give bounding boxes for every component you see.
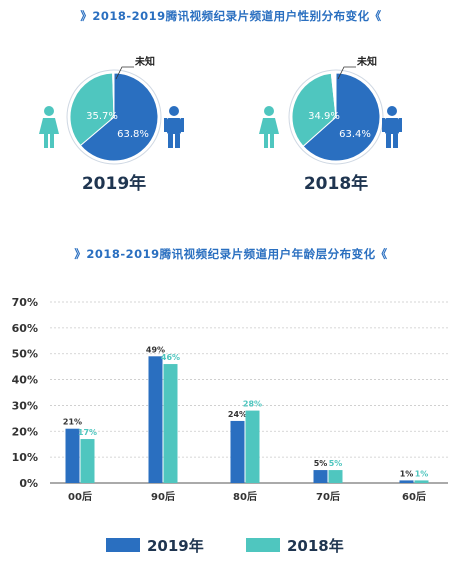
y-tick-7: 70% <box>12 296 38 309</box>
pie-2019-slice-0 <box>79 72 159 162</box>
pie-2018-unknown-leader <box>337 66 356 80</box>
pie-2019-ring <box>66 69 162 165</box>
y-tick-1: 10% <box>12 451 38 464</box>
y-tick-2: 20% <box>12 425 38 438</box>
bar-label-2019-2: 24% <box>228 410 247 419</box>
pie-2019-female-icon <box>39 106 59 148</box>
pie-2019-unknown-leader <box>115 66 134 80</box>
bar-2019-4 <box>399 480 414 483</box>
pie-2018-slice-0 <box>302 72 381 162</box>
bar-label-2019-0: 21% <box>63 418 82 427</box>
pie-2018-slice-1 <box>291 72 337 148</box>
y-tick-6: 60% <box>12 322 38 335</box>
pie-2019-label-unknown: 未知 <box>134 55 155 68</box>
x-tick-2: 80后 <box>233 490 257 503</box>
pie-2018-label-unknown: 未知 <box>356 55 377 68</box>
y-tick-0: 0% <box>19 477 38 490</box>
y-tick-3: 30% <box>12 399 38 412</box>
x-tick-1: 90后 <box>151 490 175 503</box>
x-tick-4: 60后 <box>402 490 426 503</box>
bar-2018-1 <box>163 364 178 483</box>
bar-label-2018-0: 17% <box>78 428 97 437</box>
pie-2018-caption: 2018年 <box>304 173 368 194</box>
age-title: 》2018-2019腾讯视频纪录片频道用户年龄层分布变化《 <box>74 247 387 261</box>
bar-label-2019-1: 49% <box>146 345 165 354</box>
bar-2018-2 <box>245 410 260 483</box>
pie-2018-label-male: 63.4% <box>339 129 371 140</box>
bar-2019-0 <box>65 428 80 483</box>
pie-2018-ring <box>288 69 384 165</box>
bar-label-2018-3: 5% <box>329 459 343 468</box>
gender-title: 》2018-2019腾讯视频纪录片频道用户性别分布变化《 <box>80 9 381 23</box>
pie-2019-slice-2 <box>112 72 115 118</box>
bar-2018-3 <box>328 470 343 483</box>
bar-label-2018-4: 1% <box>415 469 429 478</box>
pie-2019-caption: 2019年 <box>82 173 146 194</box>
pie-2018-label-female: 34.9% <box>308 111 340 122</box>
bar-label-2018-1: 46% <box>161 353 180 362</box>
pie-2019-label-female: 35.7% <box>86 111 118 122</box>
pie-2019-label-male: 63.8% <box>117 129 149 140</box>
pie-2018-male-icon <box>382 106 402 148</box>
bar-2018-0 <box>80 439 95 483</box>
legend-swatch-2019 <box>106 538 140 552</box>
y-tick-5: 50% <box>12 348 38 361</box>
bar-2019-1 <box>148 356 163 483</box>
bar-2019-3 <box>313 470 328 483</box>
bar-label-2019-3: 5% <box>314 459 328 468</box>
legend-label-2019: 2019年 <box>147 537 204 555</box>
pie-2019-male-icon <box>164 106 184 148</box>
x-tick-0: 00后 <box>68 490 92 503</box>
y-tick-4: 40% <box>12 374 38 387</box>
x-tick-3: 70后 <box>316 490 340 503</box>
pie-2019-slice-1 <box>69 72 115 147</box>
bar-label-2018-2: 28% <box>243 400 262 409</box>
bar-label-2019-4: 1% <box>400 469 414 478</box>
bar-2019-2 <box>230 420 245 483</box>
bar-2018-4 <box>414 480 429 483</box>
pie-2018-female-icon <box>259 106 279 148</box>
pie-2018-slice-2 <box>330 72 337 118</box>
legend-swatch-2018 <box>246 538 280 552</box>
legend-label-2018: 2018年 <box>287 537 344 555</box>
